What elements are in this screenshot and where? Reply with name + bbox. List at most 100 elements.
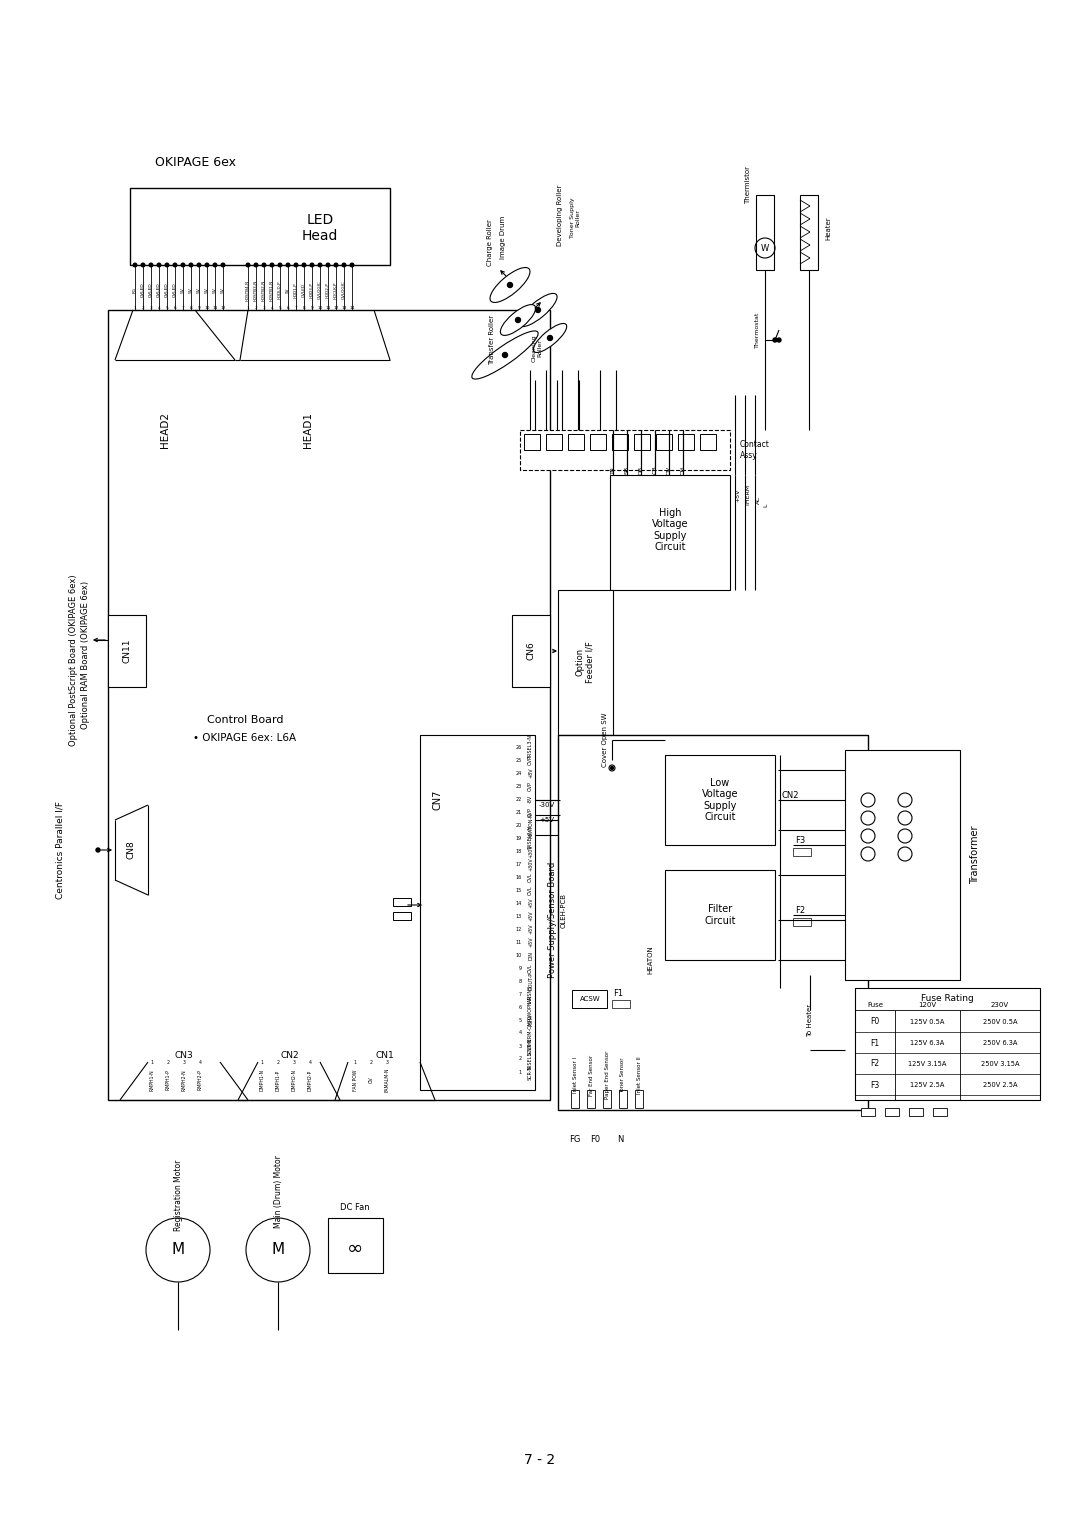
Text: TRSEL2-N: TRSEL2-N [528, 826, 534, 850]
Text: 1: 1 [134, 307, 136, 310]
Text: RMPH1-N: RMPH1-N [149, 1070, 154, 1091]
Text: 12: 12 [516, 926, 522, 931]
Circle shape [96, 848, 100, 852]
Text: Heater: Heater [825, 217, 831, 240]
Text: HDD3-P: HDD3-P [310, 282, 314, 298]
Text: Control Board: Control Board [206, 716, 283, 725]
Bar [756, 195, 774, 270]
Bar [558, 591, 613, 736]
Text: Fuse Rating: Fuse Rating [920, 993, 973, 1003]
Text: 9: 9 [519, 966, 522, 971]
Text: AC: AC [756, 496, 760, 504]
Bar [619, 1090, 627, 1108]
Text: Main (Drum) Motor: Main (Drum) Motor [273, 1155, 283, 1228]
Text: OVLED: OVLED [173, 282, 177, 298]
Text: W: W [761, 244, 769, 252]
Text: SCR-N: SCR-N [528, 1065, 534, 1079]
Text: 24: 24 [516, 771, 522, 775]
Text: Cleaning
Roller: Cleaning Roller [531, 334, 542, 362]
Text: 12: 12 [334, 307, 339, 310]
Circle shape [342, 262, 346, 267]
Text: Centronics Parallel I/F: Centronics Parallel I/F [55, 801, 65, 899]
Text: FAN POW: FAN POW [352, 1070, 357, 1091]
Text: CN2: CN2 [781, 790, 799, 800]
Bar [800, 195, 818, 270]
Text: 19: 19 [516, 836, 522, 841]
Text: Far End Sensor: Far End Sensor [589, 1054, 594, 1096]
Text: 125V 6.3A: 125V 6.3A [909, 1041, 944, 1045]
Text: 5V: 5V [213, 287, 217, 293]
Text: F2: F2 [870, 1059, 879, 1068]
Text: 23: 23 [516, 783, 522, 789]
Text: 6: 6 [518, 1004, 522, 1010]
Text: 1: 1 [246, 307, 249, 310]
Text: DIN: DIN [528, 951, 534, 960]
Circle shape [158, 262, 161, 267]
Text: Option
Feeder I/F: Option Feeder I/F [576, 641, 595, 684]
Text: OKIPAGE 6ex: OKIPAGE 6ex [156, 156, 237, 168]
Text: 5: 5 [165, 307, 168, 310]
Circle shape [279, 262, 282, 267]
Circle shape [777, 337, 781, 342]
Circle shape [133, 262, 137, 267]
Text: 17: 17 [516, 862, 522, 867]
Circle shape [294, 262, 298, 267]
Text: TRSEL1-N: TRSEL1-N [528, 1047, 534, 1071]
Text: F3: F3 [795, 836, 805, 844]
Text: F1: F1 [613, 989, 623, 998]
Text: CWOPN-N: CWOPN-N [528, 995, 534, 1019]
Text: OV: OV [666, 465, 672, 475]
Text: TRSEL3-N: TRSEL3-N [528, 736, 534, 758]
Ellipse shape [472, 331, 538, 378]
Text: Inlet Sensor II: Inlet Sensor II [636, 1056, 642, 1094]
Text: CN1: CN1 [376, 1050, 394, 1059]
Text: 4: 4 [158, 307, 160, 310]
Text: +5V: +5V [528, 937, 534, 948]
Text: CN6: CN6 [527, 641, 536, 661]
Text: F0: F0 [590, 1135, 600, 1144]
Text: +30V: +30V [528, 844, 534, 858]
Text: 125V 3.15A: 125V 3.15A [908, 1061, 946, 1067]
Bar [519, 430, 730, 470]
Text: N: N [617, 1135, 623, 1144]
Text: -8V: -8V [528, 795, 534, 803]
Circle shape [310, 262, 314, 267]
Text: 8: 8 [302, 307, 306, 310]
Text: Developing Roller: Developing Roller [557, 185, 563, 246]
Text: 2: 2 [369, 1061, 373, 1065]
Text: M: M [271, 1242, 284, 1257]
Circle shape [246, 262, 249, 267]
Text: CN8: CN8 [126, 841, 135, 859]
Text: HDSTB1-N: HDSTB1-N [270, 279, 274, 301]
Bar [665, 870, 775, 960]
Ellipse shape [534, 324, 567, 353]
Text: OVL: OVL [528, 885, 534, 894]
Bar [108, 615, 146, 687]
Text: 120V: 120V [918, 1003, 936, 1009]
Bar [909, 1108, 923, 1116]
Text: HDSTB3-N: HDSTB3-N [254, 279, 258, 301]
Circle shape [149, 262, 152, 267]
Circle shape [262, 262, 266, 267]
Text: 4: 4 [271, 307, 273, 310]
Bar [855, 987, 1040, 1100]
Text: Optional RAM Board (OKIPAGE 6ex): Optional RAM Board (OKIPAGE 6ex) [81, 581, 90, 729]
Circle shape [221, 262, 225, 267]
Bar [328, 1218, 383, 1273]
Text: DOUT-P: DOUT-P [528, 972, 534, 990]
Text: 1: 1 [150, 1061, 153, 1065]
Text: 5: 5 [279, 307, 282, 310]
Text: HEATON-N: HEATON-N [528, 812, 534, 838]
Text: 250V 2.5A: 250V 2.5A [983, 1082, 1017, 1088]
Text: CN2: CN2 [281, 1050, 299, 1059]
Text: 11: 11 [325, 307, 330, 310]
Text: DMPH1-N: DMPH1-N [259, 1070, 265, 1091]
Text: 3: 3 [262, 307, 266, 310]
Text: 10: 10 [318, 307, 323, 310]
Text: 230V: 230V [991, 1003, 1009, 1009]
Text: DB: DB [638, 465, 644, 475]
Bar [656, 433, 672, 450]
Text: 3: 3 [518, 1044, 522, 1048]
Text: 4: 4 [199, 1061, 202, 1065]
Bar [610, 475, 730, 591]
